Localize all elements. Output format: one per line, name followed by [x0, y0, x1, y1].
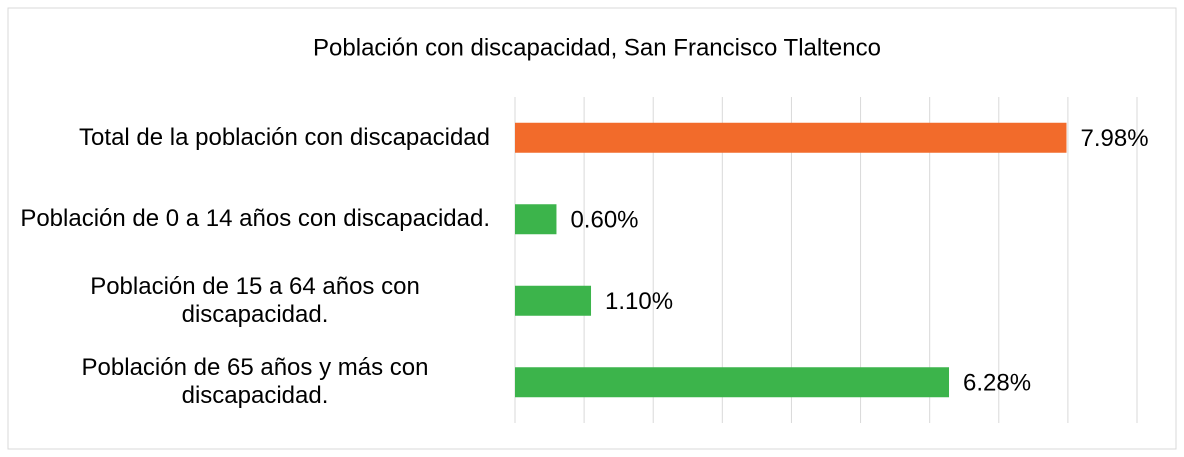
bar: [515, 367, 950, 398]
y-tick-label: Total de la población con discapacidad: [79, 123, 490, 151]
data-label: 1.10%: [605, 288, 673, 315]
bar: [515, 122, 1067, 153]
category-label-wrap: Población de 15 a 64 años con discapacid…: [10, 261, 490, 341]
chart-title: Población con discapacidad, San Francisc…: [313, 34, 881, 61]
category-label-wrap: Población de 65 años y más con discapaci…: [10, 342, 490, 422]
data-label: 6.28%: [963, 370, 1031, 397]
category-label-box: Población de 0 a 14 años con discapacida…: [10, 179, 490, 259]
category-label-box: Población de 65 años y más con discapaci…: [10, 342, 490, 422]
category-label-box: Población de 15 a 64 años con discapacid…: [10, 261, 490, 341]
category-label-box: Total de la población con discapacidad: [10, 98, 490, 178]
category-label-wrap: Población de 0 a 14 años con discapacida…: [10, 179, 490, 259]
data-label: 0.60%: [570, 207, 638, 234]
y-tick-label: Población de 15 a 64 años con discapacid…: [90, 272, 420, 328]
data-label: 7.98%: [1081, 125, 1149, 152]
bar: [515, 204, 557, 235]
bar: [515, 285, 592, 316]
y-tick-label: Población de 0 a 14 años con discapacida…: [20, 205, 490, 233]
y-tick-label: Población de 65 años y más con discapaci…: [81, 354, 429, 410]
category-label-wrap: Total de la población con discapacidad: [10, 98, 490, 178]
